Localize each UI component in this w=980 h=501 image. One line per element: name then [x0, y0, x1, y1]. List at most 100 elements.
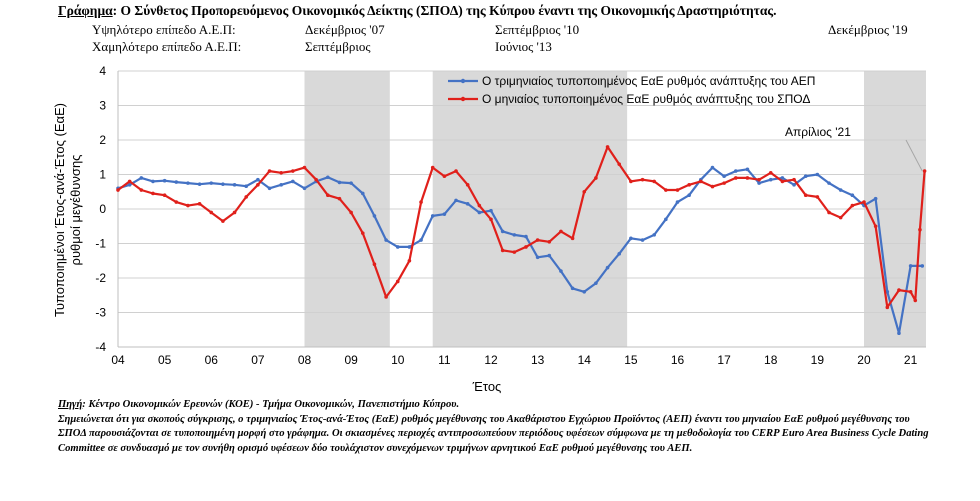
x-tick-label: 18	[764, 353, 778, 367]
series-0-point	[780, 176, 785, 180]
series-0-point	[302, 186, 307, 191]
series-0-point	[768, 177, 773, 182]
series-1-point	[873, 224, 878, 229]
series-1-point	[360, 231, 365, 235]
series-0-point	[477, 210, 482, 215]
series-1-point	[675, 188, 680, 192]
y-tick-label: 0	[99, 202, 106, 216]
series-0-point	[442, 212, 447, 216]
series-0-point	[244, 184, 249, 189]
series-0-point	[745, 167, 750, 172]
x-tick-label: 17	[717, 353, 731, 367]
series-1-point	[594, 176, 598, 180]
peak-label: Υψηλότερο επίπεδο Α.Ε.Π:	[92, 22, 236, 37]
series-1-point	[908, 290, 913, 294]
series-0-point	[407, 245, 412, 249]
series-1-point	[922, 169, 927, 173]
trough-date-1: Σεπτέμβριος	[305, 39, 371, 54]
series-0-point	[605, 265, 610, 270]
trough-label: Χαμηλότερο επίπεδο Α.Ε.Π:	[92, 39, 242, 54]
y-axis: -4 -3 -2 -1 0 1 2 3 4	[95, 64, 106, 354]
series-1-point	[850, 203, 855, 208]
series-1-point	[640, 177, 645, 182]
series-1-point	[524, 245, 528, 249]
series-1-point	[197, 202, 202, 206]
series-1-point	[139, 188, 144, 192]
series-0-point	[827, 181, 831, 185]
series-0-point	[710, 165, 715, 170]
series-0-point	[582, 290, 587, 294]
series-0-point	[360, 191, 365, 196]
series-0-point	[850, 193, 855, 197]
legend-label-0: Ο τριμηνιαίος τυποποιημένος ΕαΕ ρυθμός α…	[482, 74, 815, 88]
series-1-point	[465, 183, 470, 187]
y-tick-label: -1	[95, 237, 106, 251]
series-0-point	[232, 183, 237, 187]
series-1-point	[780, 179, 785, 184]
series-1-point	[116, 188, 120, 192]
series-1-point	[792, 177, 796, 182]
series-1-point	[267, 169, 272, 173]
series-0-point	[372, 214, 377, 218]
series-1-point	[913, 298, 918, 303]
peak-date-1: Δεκέμβριος '07	[305, 22, 385, 37]
series-1-point	[291, 169, 295, 173]
legend-marker-1	[460, 96, 466, 102]
series-1-point	[918, 227, 922, 232]
x-tick-label: 21	[904, 353, 918, 367]
series-1-point	[489, 217, 493, 222]
series-1-point	[862, 200, 866, 204]
series-1-point	[279, 170, 283, 175]
y-tick-label: 2	[99, 133, 106, 147]
x-axis: 04 05 06 07 08 09 10 11 12 13 14 15 16 17 18 19 20 21	[111, 353, 917, 367]
series-0-point	[617, 252, 622, 256]
y-tick-label: 4	[99, 64, 106, 78]
series-0-point	[395, 245, 400, 249]
x-tick-label: 20	[857, 353, 871, 367]
series-0-point	[535, 255, 540, 260]
series-0-point	[897, 331, 901, 336]
chart-title-text: : Ο Σύνθετος Προπορευόμενος Οικονομικός …	[112, 3, 777, 18]
x-tick-label: 04	[111, 353, 125, 367]
source-line: Πηγή: Κέντρο Οικονομικών Ερευνών (ΚΟΕ) -…	[58, 398, 938, 413]
series-1-point	[733, 176, 738, 180]
series-1-point	[757, 177, 761, 182]
y-tick-label: -4	[95, 340, 106, 354]
series-1-point	[209, 210, 214, 215]
chart-title-label: Γράφημα	[58, 3, 113, 18]
x-tick-label: 14	[578, 353, 592, 367]
peak-date-3: Δεκέμβριος '19	[828, 22, 908, 37]
series-1-point	[407, 258, 412, 263]
series-0-point	[221, 182, 225, 186]
x-tick-label: 08	[298, 353, 312, 367]
series-1-point	[827, 210, 831, 215]
y-tick-label: 3	[99, 99, 106, 113]
y-tick-label: -2	[95, 271, 106, 285]
note-text: Σημειώνεται ότι για σκοπούς σύγκρισης, ο…	[58, 413, 929, 454]
x-tick-label: 16	[671, 353, 685, 367]
x-tick-label: 06	[205, 353, 219, 367]
y-tick-label: -3	[95, 306, 106, 320]
series-0-point	[920, 264, 925, 268]
y-axis-label-line-1: Τυποποιημένοι Έτος-ανά-Έτος (ΕαΕ)	[52, 103, 67, 317]
series-0-point	[664, 217, 668, 222]
series-1-point	[162, 193, 167, 197]
series-1-point	[419, 200, 423, 204]
series-0-point	[337, 180, 342, 185]
series-0-point	[162, 178, 167, 183]
series-0-point	[186, 181, 190, 185]
series-1-point	[652, 179, 656, 184]
series-0-point	[640, 238, 645, 242]
series-0-point	[629, 236, 633, 241]
series-1-point	[127, 179, 132, 184]
series-1-point	[314, 177, 318, 182]
series-1-point	[232, 210, 237, 215]
gridlines	[117, 70, 926, 348]
chart-notes: Πηγή: Κέντρο Οικονομικών Ερευνών (ΚΟΕ) -…	[58, 398, 938, 456]
x-tick-label: 19	[811, 353, 825, 367]
series-1-point	[629, 179, 633, 184]
x-tick-label: 09	[344, 353, 358, 367]
legend-marker-0	[460, 78, 466, 84]
series-0-point	[489, 208, 493, 213]
